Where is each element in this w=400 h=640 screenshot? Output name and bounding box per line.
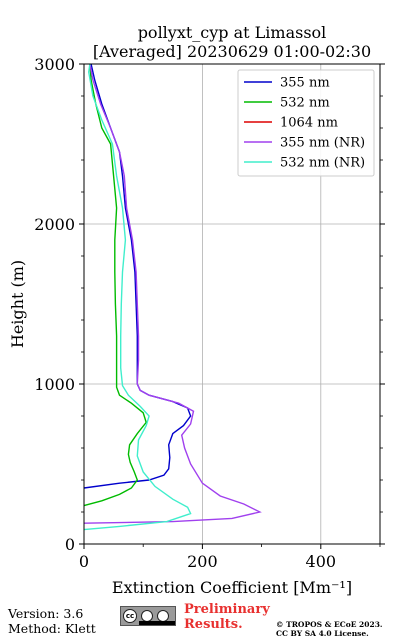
x-tick-label: 200 <box>187 552 218 571</box>
preliminary-line2: Results. <box>184 617 243 632</box>
x-tick-label: 0 <box>79 552 89 571</box>
legend-label: 355 nm (NR) <box>280 136 365 151</box>
chart-title: pollyxt_cyp at Limassol [Averaged] 20230… <box>93 23 371 61</box>
copyright-line1: © TROPOS & ECoE 2023. <box>276 620 383 629</box>
y-tick-label: 0 <box>65 535 75 554</box>
series-line-355-nm-nr- <box>83 63 262 524</box>
chart-title-line2: [Averaged] 20230629 01:00-02:30 <box>93 42 371 61</box>
legend-label: 532 nm <box>280 96 330 111</box>
y-tick-label: 3000 <box>34 55 75 74</box>
x-tick-label: 400 <box>306 552 337 571</box>
copyright-notice: © TROPOS & ECoE 2023. CC BY SA 4.0 Licen… <box>276 620 383 638</box>
legend-box <box>237 69 375 177</box>
series-layer <box>83 63 262 531</box>
series-line-532-nm-nr- <box>83 63 192 531</box>
chart-title-line1: pollyxt_cyp at Limassol <box>138 23 327 42</box>
axis-ticks: 0 200 400 0 1000 2000 3000 <box>34 55 385 571</box>
method-text: Method: Klett <box>8 621 96 636</box>
version-text: Version: 3.6 <box>8 606 84 621</box>
y-tick-label: 2000 <box>34 215 75 234</box>
y-axis-label: Height (m) <box>8 260 27 348</box>
series-line-355-nm <box>83 63 192 489</box>
badge-strip <box>139 621 175 625</box>
preliminary-notice: Preliminary Results. <box>184 602 270 632</box>
plot-frame <box>83 63 381 545</box>
legend: 355 nm 532 nm 1064 nm 355 nm (NR) 532 nm (NR… <box>237 69 375 177</box>
y-tick-label: 1000 <box>34 375 75 394</box>
copyright-line2: CC BY SA 4.0 License. <box>276 629 369 638</box>
x-axis-label: Extinction Coefficient [Mm⁻¹] <box>112 578 352 597</box>
preliminary-line1: Preliminary <box>184 602 270 617</box>
cc-circle-icon: cc <box>123 609 137 623</box>
version-info: Version: 3.6 Method: Klett <box>8 606 96 636</box>
legend-label: 355 nm <box>280 76 330 91</box>
cc-by-sa-icon: cc <box>120 606 176 626</box>
legend-label: 532 nm (NR) <box>280 156 365 171</box>
legend-label: 1064 nm <box>280 116 338 131</box>
series-line-532-nm <box>83 63 147 507</box>
